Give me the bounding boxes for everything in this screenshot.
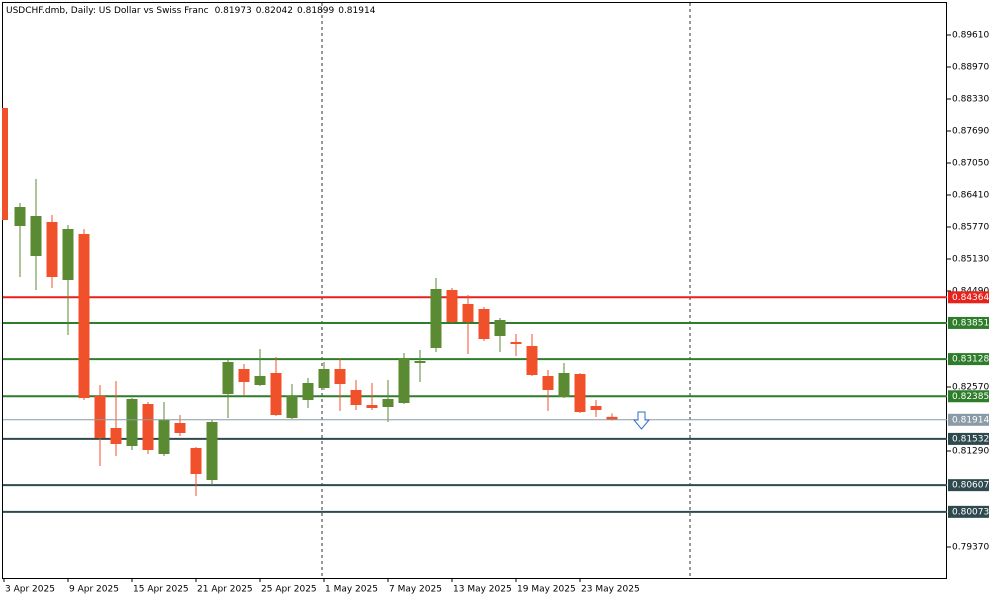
y-tick-label: 0.89610 xyxy=(952,31,989,41)
y-tick-label: 0.85770 xyxy=(952,223,989,233)
x-tick-label: 7 May 2025 xyxy=(389,585,442,595)
y-tick-label: 0.88970 xyxy=(952,63,989,73)
ohlc-high: 0.82042 xyxy=(256,6,293,16)
level-label: 0.81532 xyxy=(952,434,989,444)
level-label: 0.83851 xyxy=(952,318,989,328)
candle-body xyxy=(14,207,26,226)
level-label-box xyxy=(948,390,989,403)
candle-body xyxy=(446,290,458,322)
candle-body xyxy=(606,416,618,420)
candle-body xyxy=(414,361,426,363)
chart-title: USDCHF.dmb, Daily: US Dollar vs Swiss Fr… xyxy=(6,6,209,16)
candle-body xyxy=(494,320,506,336)
x-tick-label: 19 May 2025 xyxy=(517,585,576,595)
candle-body xyxy=(366,405,378,408)
y-tick-label: 0.82570 xyxy=(952,383,989,393)
price-label-box xyxy=(948,413,989,426)
y-tick-label: 0.79370 xyxy=(952,543,989,553)
candle-body xyxy=(382,399,394,407)
level-label: 0.83128 xyxy=(952,355,989,365)
y-tick-label: 0.85130 xyxy=(952,255,989,265)
level-label-box xyxy=(948,316,989,329)
candle-body xyxy=(334,369,346,384)
candle-body xyxy=(558,373,570,397)
candle-body xyxy=(462,304,474,322)
candle-body xyxy=(270,373,282,415)
plot xyxy=(2,108,947,513)
candle-body xyxy=(526,346,538,375)
candle-body xyxy=(510,342,522,344)
x-tick-label: 23 May 2025 xyxy=(581,585,640,595)
y-tick-label: 0.87050 xyxy=(952,159,989,169)
x-tick-label: 25 Apr 2025 xyxy=(261,585,317,595)
level-label-box xyxy=(948,432,989,445)
level-label: 0.84364 xyxy=(952,293,989,303)
x-tick-label: 1 May 2025 xyxy=(325,585,378,595)
x-tick-label: 13 May 2025 xyxy=(453,585,512,595)
candle-body xyxy=(94,396,106,438)
ohlc-low: 0.81899 xyxy=(297,6,334,16)
candle-body xyxy=(206,422,218,480)
candle-body xyxy=(478,309,490,339)
header: USDCHF.dmb, Daily: US Dollar vs Swiss Fr… xyxy=(6,6,376,16)
ohlc-close: 0.81914 xyxy=(338,6,375,16)
candle-body xyxy=(542,376,554,390)
x-tick-label: 15 Apr 2025 xyxy=(133,585,189,595)
ohlc-open: 0.81973 xyxy=(215,6,252,16)
y-tick-label: 0.87690 xyxy=(952,127,989,137)
level-label-box xyxy=(948,291,989,304)
candle-body xyxy=(398,358,410,403)
candle-body xyxy=(190,448,202,474)
candle-body xyxy=(126,399,138,446)
x-tick-label: 21 Apr 2025 xyxy=(197,585,253,595)
candle-body xyxy=(222,362,234,394)
level-label: 0.80607 xyxy=(952,481,989,491)
candle-body xyxy=(238,369,250,382)
candle-body xyxy=(318,369,330,388)
y-tick-label: 0.86410 xyxy=(952,191,989,201)
candle-body xyxy=(302,383,314,400)
plot-frame xyxy=(2,2,947,579)
level-label-box xyxy=(948,505,989,518)
candle-body xyxy=(142,404,154,450)
candle-body xyxy=(574,374,586,412)
level-label: 0.82385 xyxy=(952,392,989,402)
candle-body xyxy=(110,428,122,444)
sell-arrow xyxy=(632,411,651,430)
level-label-box xyxy=(948,479,989,492)
y-tick-label: 0.81290 xyxy=(952,447,989,457)
x-tick-label: 3 Apr 2025 xyxy=(5,585,55,595)
candle-body xyxy=(62,229,74,280)
candle-body xyxy=(46,222,58,277)
candle-body xyxy=(254,376,266,385)
level-label-box xyxy=(948,353,989,366)
candle-body xyxy=(158,420,170,454)
candle-body xyxy=(78,234,90,398)
price-label: 0.81914 xyxy=(952,415,989,425)
level-label: 0.80073 xyxy=(952,507,989,517)
candle-body xyxy=(174,423,186,433)
candle-body xyxy=(30,216,42,256)
x-tick-label: 9 Apr 2025 xyxy=(69,585,119,595)
y-tick-label: 0.88330 xyxy=(952,95,989,105)
candle-body xyxy=(430,289,442,348)
candle-body xyxy=(350,390,362,405)
candle-body xyxy=(590,406,602,410)
candle-body xyxy=(2,108,8,220)
candle-body xyxy=(286,396,298,418)
